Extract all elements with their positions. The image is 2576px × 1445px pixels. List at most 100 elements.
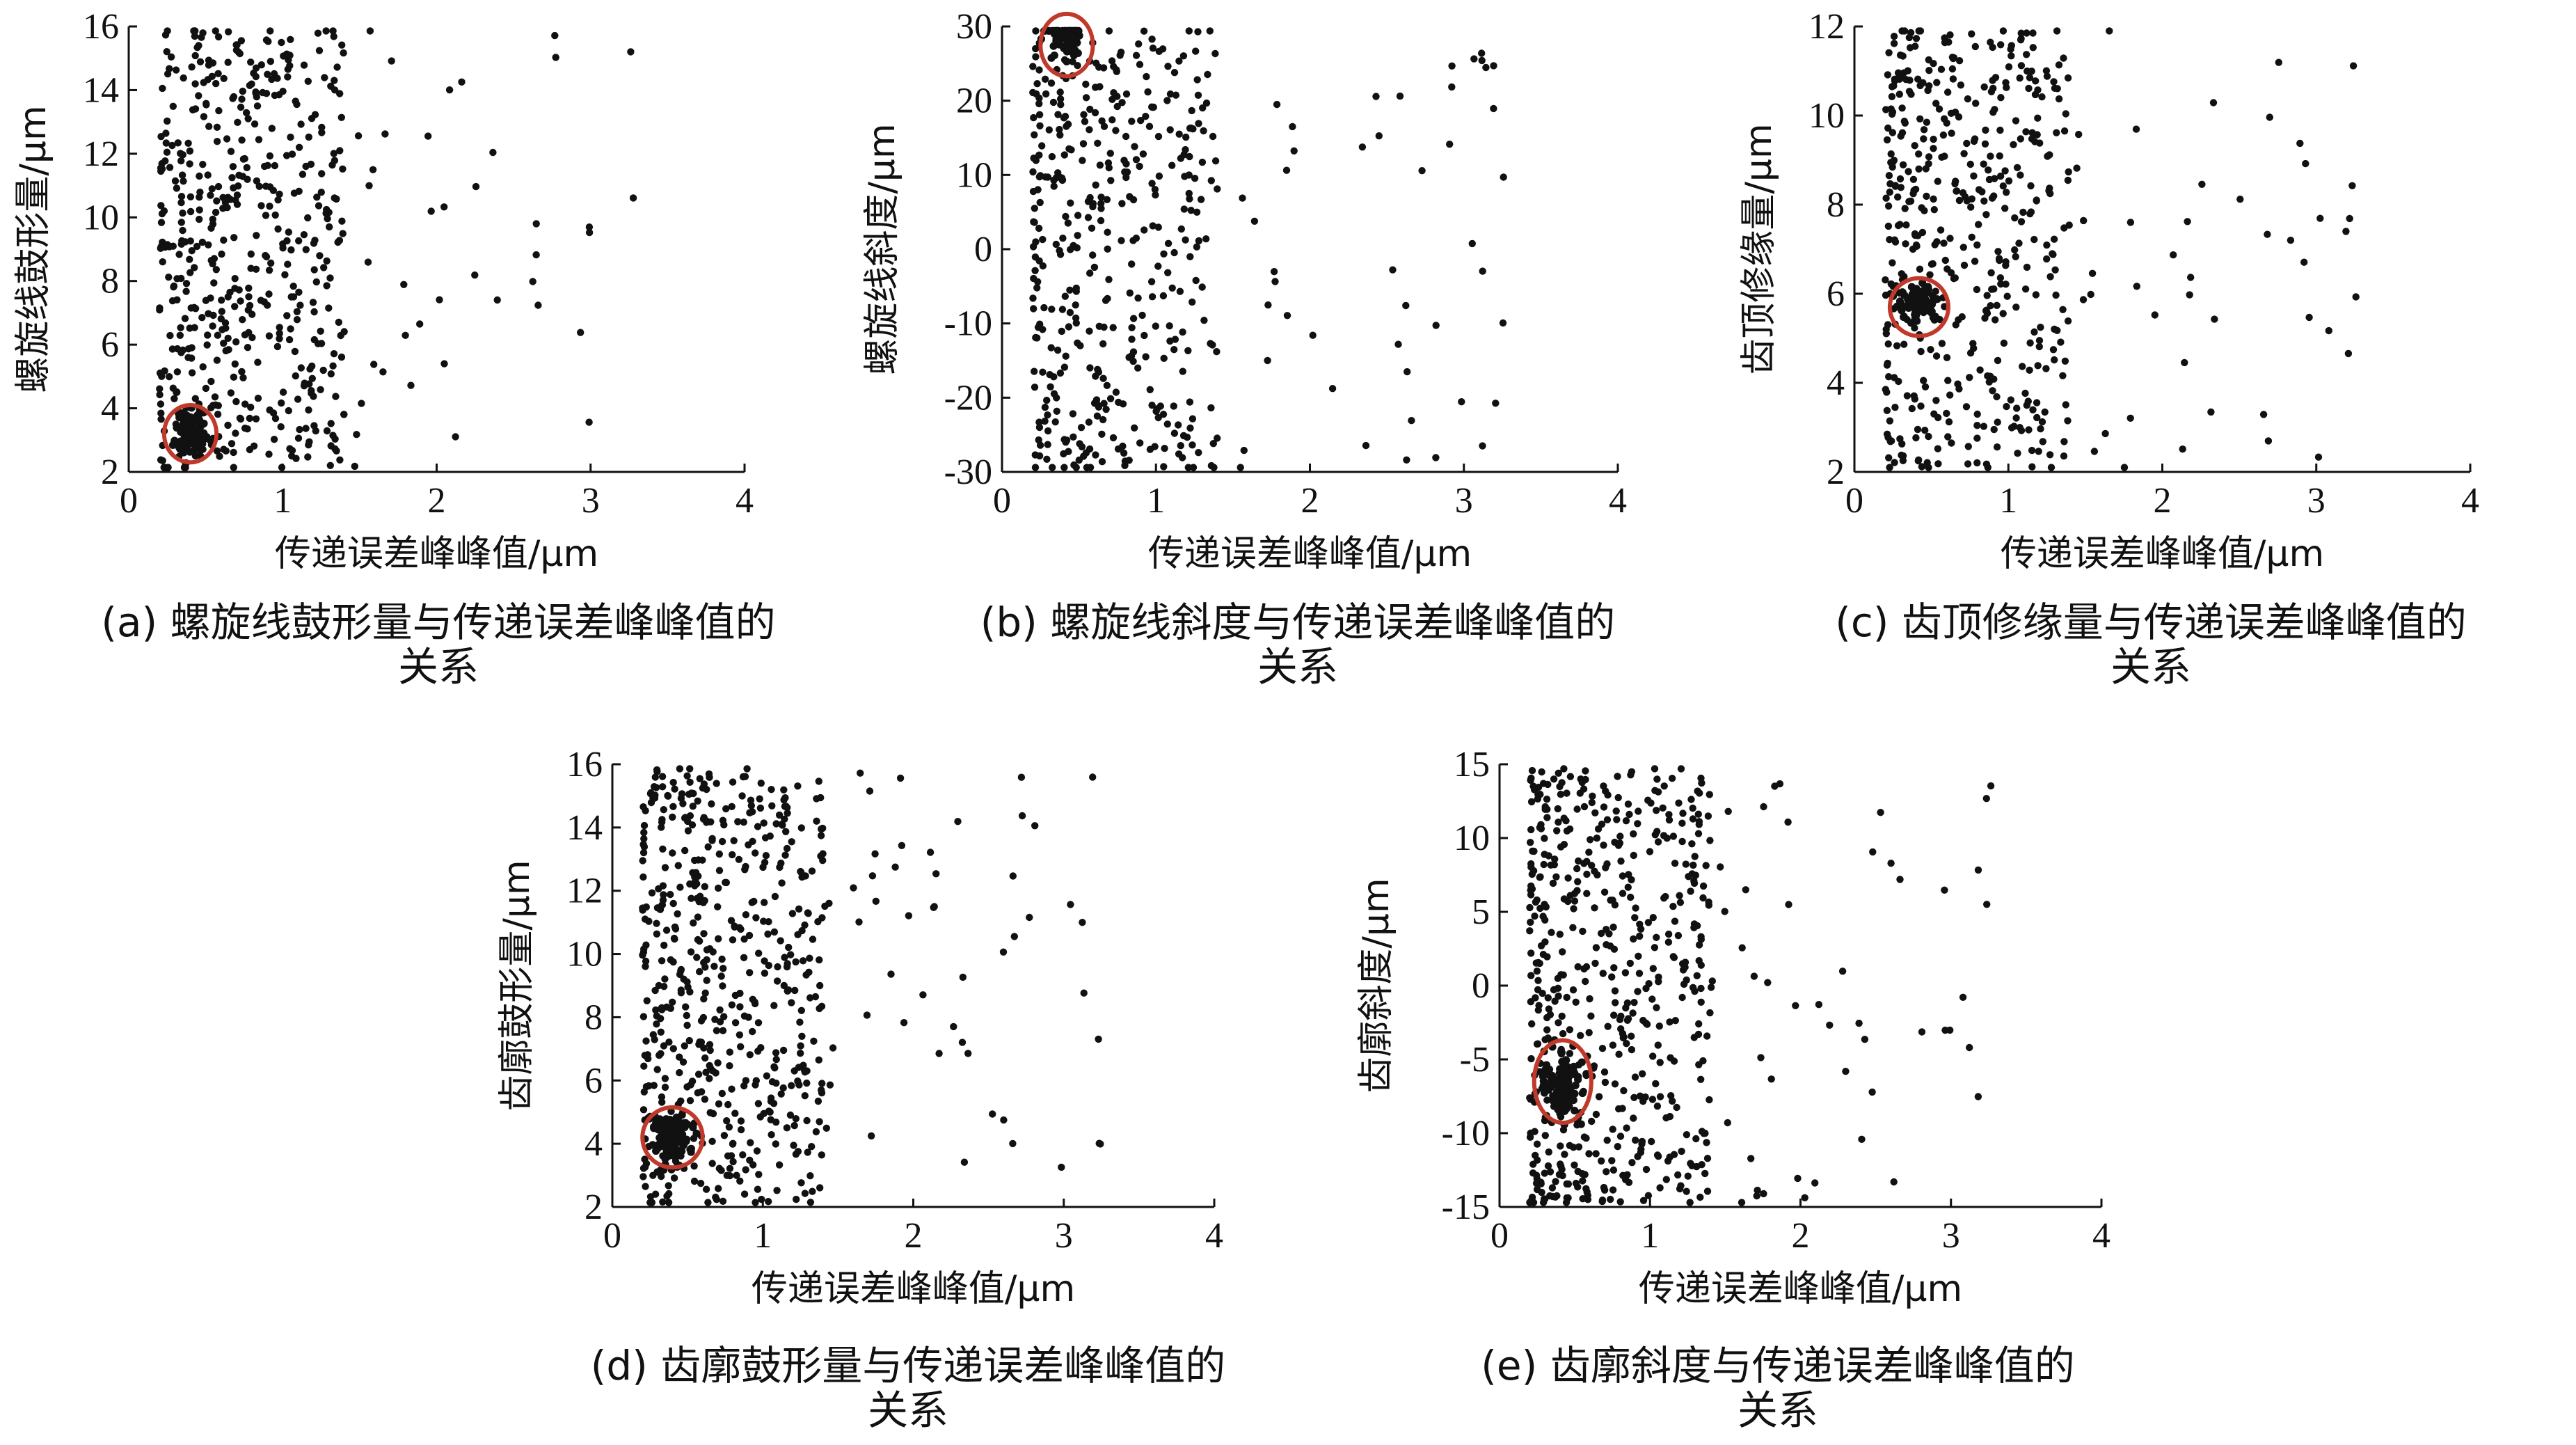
y-tick-label: -20 <box>944 378 992 418</box>
data-point <box>1587 836 1594 844</box>
data-point <box>1623 1124 1630 1132</box>
data-point <box>757 780 765 787</box>
data-point <box>768 802 776 810</box>
data-point <box>1170 346 1178 354</box>
data-point <box>1576 789 1584 797</box>
data-point <box>274 225 282 233</box>
data-point <box>1065 448 1072 455</box>
data-point <box>1941 886 1948 894</box>
data-point <box>814 1097 822 1105</box>
data-point <box>1785 901 1792 908</box>
data-point <box>2037 425 2044 433</box>
data-point <box>1673 1103 1680 1112</box>
data-point <box>770 928 779 936</box>
data-point <box>1603 926 1610 933</box>
data-point <box>214 33 223 41</box>
data-point <box>1065 145 1073 152</box>
data-point <box>1966 160 1974 168</box>
data-point <box>2003 292 2011 300</box>
data-point <box>370 361 378 368</box>
data-point <box>1890 33 1898 40</box>
data-point <box>1988 285 1996 293</box>
data-point <box>745 841 752 848</box>
data-point-cluster <box>1540 1089 1549 1097</box>
data-point <box>156 390 164 399</box>
data-point <box>829 1044 837 1052</box>
data-point <box>1639 1197 1648 1204</box>
data-point <box>337 113 345 121</box>
data-point <box>822 1124 830 1132</box>
data-point <box>746 1156 754 1164</box>
data-point <box>1630 999 1638 1006</box>
data-point <box>1910 187 1918 194</box>
data-point <box>1889 259 1896 267</box>
data-point <box>1529 782 1537 790</box>
data-point <box>1126 193 1134 200</box>
data-point <box>690 789 697 798</box>
data-point <box>742 862 749 871</box>
x-tick-label: 3 <box>2307 481 2325 521</box>
data-point <box>1132 156 1140 164</box>
data-point <box>2012 253 2019 260</box>
data-point <box>445 86 454 94</box>
data-point <box>651 1190 660 1198</box>
data-point <box>294 434 303 442</box>
data-point <box>1193 243 1201 251</box>
data-point <box>1912 434 1920 442</box>
data-point <box>1724 1119 1731 1127</box>
data-point <box>1599 970 1607 977</box>
data-point <box>1584 1192 1591 1199</box>
data-point <box>787 951 795 958</box>
caption-text-c: 齿顶修缘量与传递误差峰峰值的 <box>1901 599 2467 646</box>
data-point <box>2011 246 2019 254</box>
data-point <box>1627 771 1635 779</box>
data-point-cluster <box>1578 1089 1587 1098</box>
data-point <box>233 191 241 199</box>
data-point <box>452 433 459 441</box>
data-point <box>339 230 347 237</box>
data-point <box>1062 352 1070 360</box>
data-point <box>1591 867 1598 875</box>
data-point <box>1654 788 1662 796</box>
data-point <box>1590 1062 1598 1070</box>
data-point <box>257 297 265 304</box>
data-point <box>1826 1021 1834 1029</box>
data-point <box>305 380 313 388</box>
data-point <box>1470 55 1478 63</box>
data-point <box>1914 75 1922 83</box>
data-point <box>1643 1020 1651 1028</box>
data-point <box>230 234 238 242</box>
data-point <box>1529 867 1538 875</box>
data-point <box>648 889 656 897</box>
data-point <box>1937 226 1945 234</box>
data-point <box>818 1080 826 1087</box>
data-point <box>1627 893 1635 901</box>
data-point <box>241 400 249 408</box>
data-point <box>1172 91 1180 99</box>
data-point <box>1048 306 1056 313</box>
data-point <box>1164 239 1172 247</box>
data-point <box>1129 237 1137 244</box>
data-point <box>1896 52 1905 59</box>
data-point <box>168 297 177 305</box>
data-point <box>674 910 681 918</box>
data-point <box>1175 450 1183 458</box>
data-point <box>1614 773 1621 780</box>
data-point <box>304 214 312 222</box>
data-point <box>1601 1078 1609 1087</box>
data-point <box>639 904 646 912</box>
data-point <box>1616 1016 1624 1023</box>
data-point <box>323 257 331 265</box>
data-point <box>1166 126 1174 134</box>
data-point <box>324 215 331 223</box>
data-point <box>1582 1185 1590 1192</box>
data-point <box>1620 1033 1628 1041</box>
data-point <box>2028 446 2036 455</box>
data-point <box>401 331 409 339</box>
data-point <box>1047 79 1056 87</box>
data-point <box>207 377 215 386</box>
data-point <box>238 368 246 376</box>
data-point <box>1972 100 1980 107</box>
data-point <box>1609 1041 1617 1049</box>
data-point <box>816 981 824 990</box>
